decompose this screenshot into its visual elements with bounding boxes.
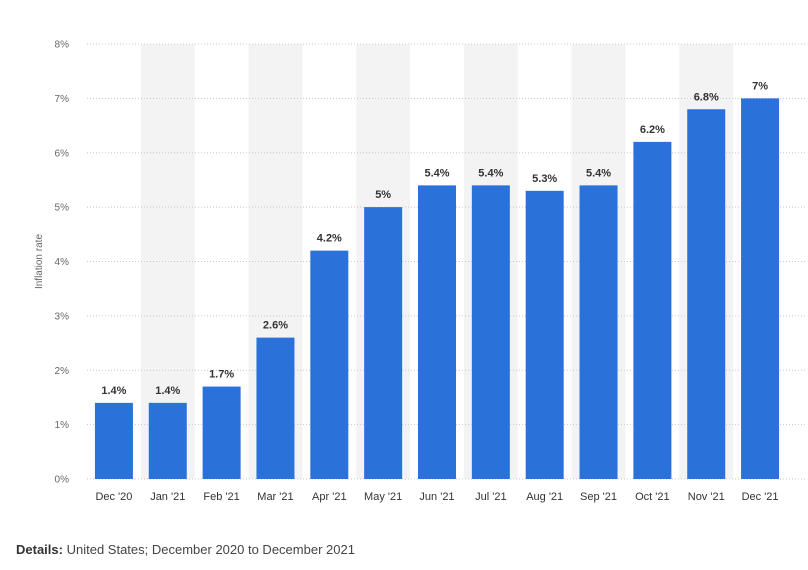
x-tick-label: Jul '21 [475,491,506,503]
bar-value-label: 4.2% [317,233,342,245]
bar [687,109,726,479]
x-axis-ticks: Dec '20 Jan '21 Feb '21 Mar '21 Apr '21 May '… [95,491,778,503]
details-label: Details: [16,542,63,557]
y-axis-label: Inflation rate [34,234,45,289]
bar-value-label: 1.4% [101,385,126,397]
y-tick-label: 8% [55,40,70,51]
y-axis-ticks: 0% 1% 2% 3% 4% 5% 6% 7% 8% [55,40,70,486]
y-tick-label: 7% [55,94,70,105]
x-tick-label: Jun '21 [419,491,454,503]
bar-value-label: 6.8% [694,91,719,103]
x-tick-label: Dec '21 [742,491,779,503]
bar-value-label: 5.4% [586,167,611,179]
x-tick-label: Apr '21 [312,491,347,503]
bar [364,207,403,479]
details-text: United States; December 2020 to December… [66,542,355,557]
x-tick-label: Aug '21 [526,491,563,503]
bar-value-label: 7% [752,80,768,92]
x-tick-label: Mar '21 [257,491,293,503]
y-tick-label: 2% [55,366,70,377]
bar [633,141,672,479]
bar [94,402,133,479]
bar [148,402,187,479]
bar [525,190,564,479]
bar [310,250,349,479]
bar-value-label: 2.6% [263,320,288,332]
y-tick-label: 6% [55,148,70,159]
y-tick-label: 1% [55,420,70,431]
x-tick-label: Dec '20 [95,491,132,503]
bar-value-label: 5% [375,189,391,201]
y-tick-label: 4% [55,257,70,268]
bar-value-label: 6.2% [640,124,665,136]
x-tick-label: Jan '21 [150,491,185,503]
y-tick-label: 0% [55,475,70,486]
bar [471,185,510,479]
y-tick-label: 5% [55,203,70,214]
bar-value-label: 1.7% [209,369,234,381]
bar [202,386,241,479]
x-tick-label: Feb '21 [203,491,239,503]
bar-value-label: 1.4% [155,385,180,397]
x-tick-label: Oct '21 [635,491,670,503]
bar-chart: 1.4% 1.4% 1.7% 2.6% 4.2% 5% 5.4% 5.4% 5.3% 5.4% 6.… [34,40,807,503]
bars [94,98,780,479]
bar [256,337,295,479]
bar [579,185,618,479]
x-tick-label: May '21 [364,491,402,503]
bar-value-label: 5.4% [478,167,503,179]
x-tick-label: Sep '21 [580,491,617,503]
bar [418,185,456,479]
bar-value-label: 5.4% [424,167,449,179]
bar-value-label: 5.3% [532,173,557,185]
value-labels: 1.4% 1.4% 1.7% 2.6% 4.2% 5% 5.4% 5.4% 5.3% 5.4% 6.… [101,80,768,397]
x-tick-label: Nov '21 [688,491,725,503]
details-note: Details: United States; December 2020 to… [16,542,355,557]
y-tick-label: 3% [55,311,70,322]
bar [741,98,780,479]
